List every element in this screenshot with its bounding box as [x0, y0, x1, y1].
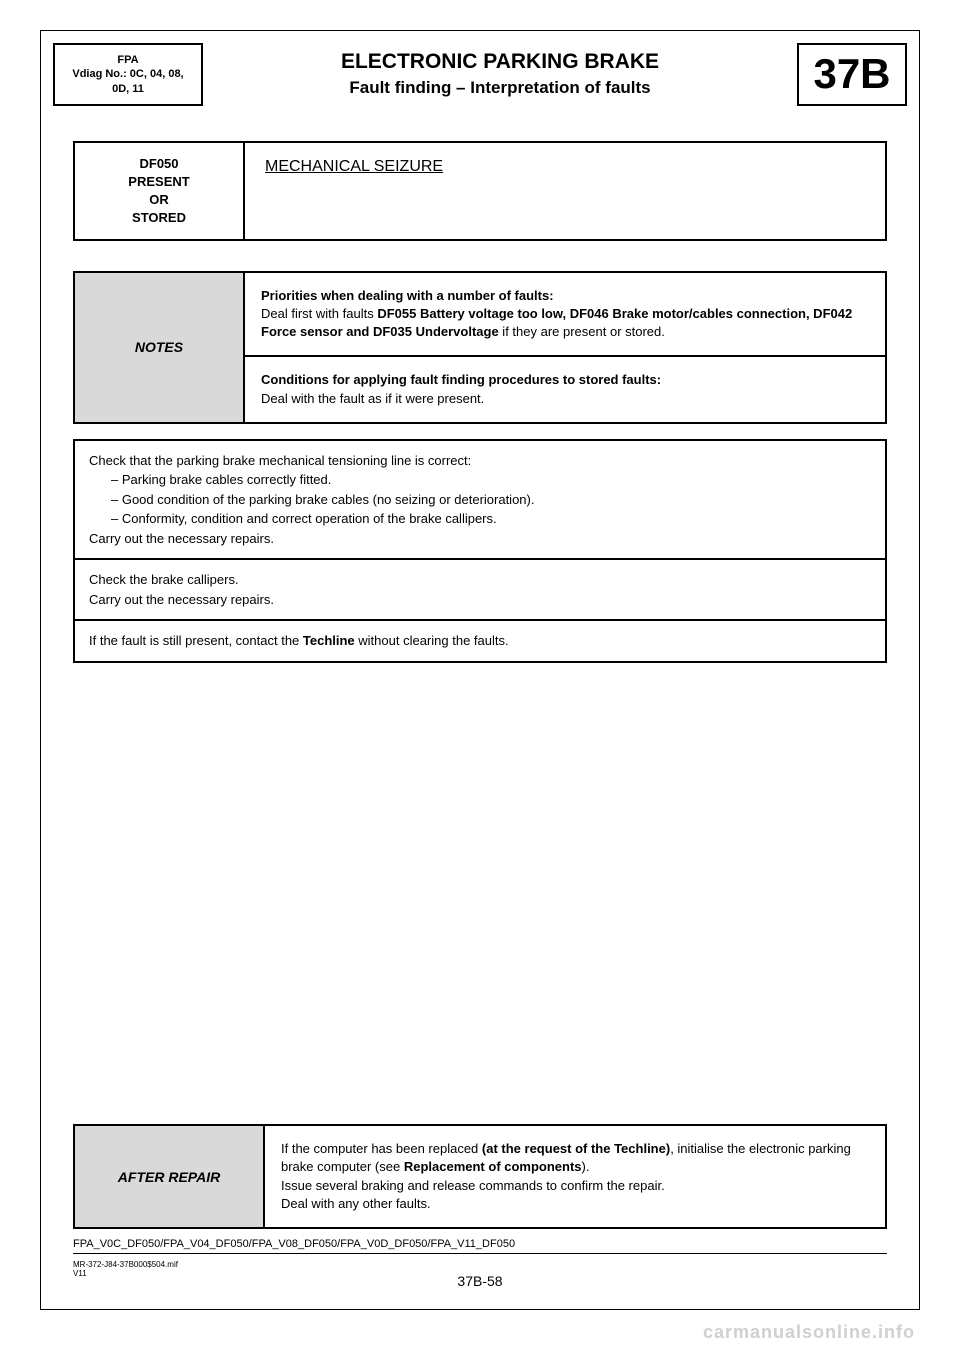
priorities-heading: Priorities when dealing with a number of… [261, 288, 554, 303]
fault-status-or: OR [128, 191, 189, 209]
priorities-post: if they are present or stored. [499, 324, 665, 339]
header-vdiag-1: Vdiag No.: 0C, 04, 08, [59, 67, 197, 81]
priorities-pre: Deal first with faults [261, 306, 377, 321]
conditions-heading: Conditions for applying fault finding pr… [261, 372, 661, 387]
check3-pre: If the fault is still present, contact t… [89, 633, 303, 648]
check-row-1: Check that the parking brake mechanical … [75, 441, 885, 561]
content-frame: FPA Vdiag No.: 0C, 04, 08, 0D, 11 ELECTR… [40, 30, 920, 1310]
check1-bullet1: – Parking brake cables correctly fitted. [89, 470, 871, 490]
page: FPA Vdiag No.: 0C, 04, 08, 0D, 11 ELECTR… [0, 0, 960, 1358]
notes-label: NOTES [135, 339, 183, 355]
check-row-3: If the fault is still present, contact t… [75, 621, 885, 661]
notes-label-cell: NOTES [75, 273, 245, 422]
fault-status-stored: STORED [128, 209, 189, 227]
watermark: carmanualsonline.info [703, 1322, 915, 1343]
check-row-2: Check the brake callipers. Carry out the… [75, 560, 885, 621]
fault-header-table: DF050 PRESENT OR STORED MECHANICAL SEIZU… [73, 141, 887, 241]
check2-line2: Carry out the necessary repairs. [89, 590, 871, 610]
page-number: 37B-58 [41, 1273, 919, 1289]
check1-bullet2: – Good condition of the parking brake ca… [89, 490, 871, 510]
footer-mif: MR-372-J84-37B000$504.mif [73, 1260, 178, 1270]
after-repair-label-cell: AFTER REPAIR [75, 1126, 265, 1227]
page-subtitle: Fault finding – Interpretation of faults [213, 78, 787, 98]
after-repair-label: AFTER REPAIR [118, 1169, 220, 1185]
check1-intro: Check that the parking brake mechanical … [89, 451, 871, 471]
after-line1-pre: If the computer has been replaced [281, 1141, 482, 1156]
notes-conditions-cell: Conditions for applying fault finding pr… [245, 357, 885, 421]
after-line3: Deal with any other faults. [281, 1196, 431, 1211]
header-vdiag-2: 0D, 11 [59, 82, 197, 96]
fault-title: MECHANICAL SEIZURE [265, 158, 443, 175]
fault-title-cell: MECHANICAL SEIZURE [245, 143, 885, 239]
after-line1-bold2: Replacement of components [404, 1159, 582, 1174]
header: FPA Vdiag No.: 0C, 04, 08, 0D, 11 ELECTR… [53, 43, 907, 106]
after-line1-bold1: (at the request of the Techline) [482, 1141, 670, 1156]
check1-bullet3: – Conformity, condition and correct oper… [89, 509, 871, 529]
check3-bold: Techline [303, 633, 355, 648]
header-center: ELECTRONIC PARKING BRAKE Fault finding –… [203, 43, 797, 106]
fault-status-present: PRESENT [128, 173, 189, 191]
notes-content: Priorities when dealing with a number of… [245, 273, 885, 422]
after-repair-content: If the computer has been replaced (at th… [265, 1126, 885, 1227]
page-title: ELECTRONIC PARKING BRAKE [213, 50, 787, 74]
fault-code: DF050 [128, 155, 189, 173]
footer-reference: FPA_V0C_DF050/FPA_V04_DF050/FPA_V08_DF05… [73, 1238, 887, 1254]
check-table: Check that the parking brake mechanical … [73, 439, 887, 663]
check3-post: without clearing the faults. [355, 633, 509, 648]
header-fpa: FPA [59, 53, 197, 67]
conditions-body: Deal with the fault as if it were presen… [261, 391, 484, 406]
after-line1-post: ). [582, 1159, 590, 1174]
section-code-box: 37B [797, 43, 907, 106]
after-repair-table: AFTER REPAIR If the computer has been re… [73, 1124, 887, 1229]
notes-priorities-cell: Priorities when dealing with a number of… [245, 273, 885, 358]
header-left-box: FPA Vdiag No.: 0C, 04, 08, 0D, 11 [53, 43, 203, 106]
after-line2: Issue several braking and release comman… [281, 1178, 665, 1193]
fault-code-cell: DF050 PRESENT OR STORED [75, 143, 245, 239]
check1-outro: Carry out the necessary repairs. [89, 529, 871, 549]
section-code: 37B [813, 50, 890, 98]
notes-table: NOTES Priorities when dealing with a num… [73, 271, 887, 424]
check2-line1: Check the brake callipers. [89, 570, 871, 590]
